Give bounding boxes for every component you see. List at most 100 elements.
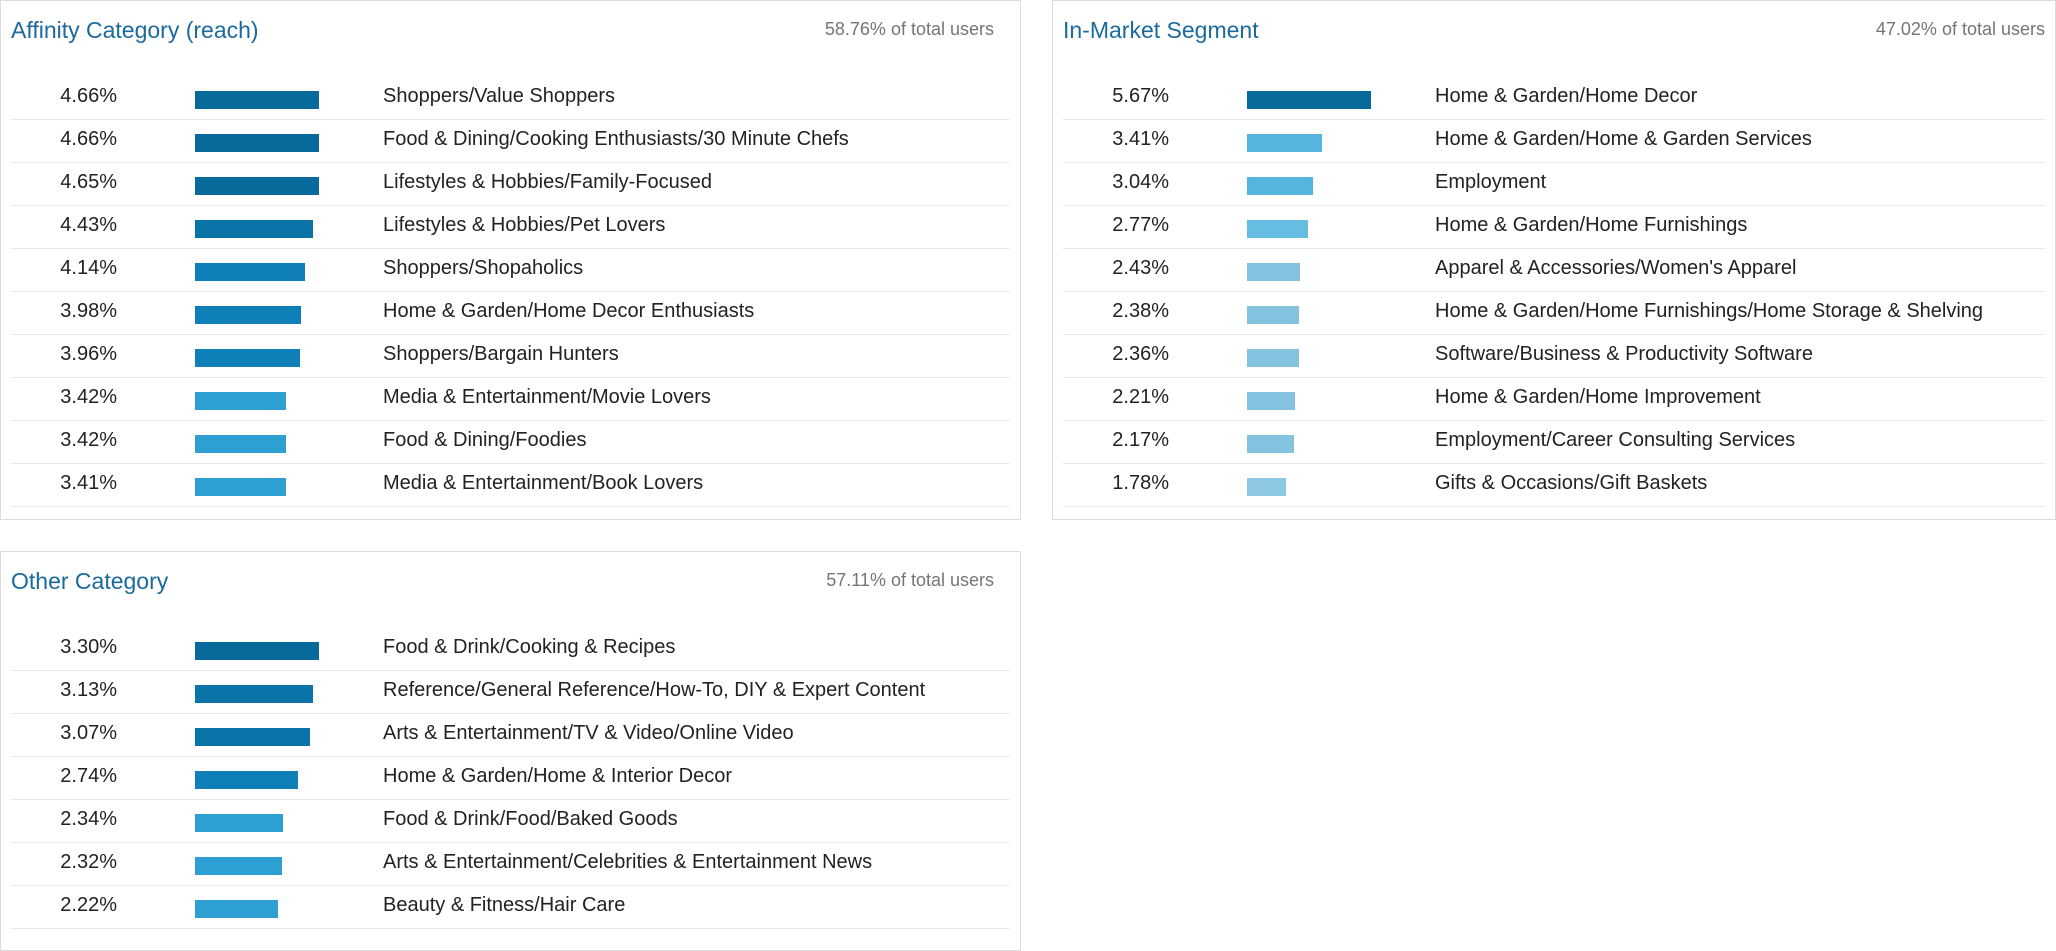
bar-track: [195, 91, 355, 109]
category-row[interactable]: 4.66% Food & Dining/Cooking Enthusiasts/3…: [11, 120, 1010, 163]
category-label[interactable]: Media & Entertainment/Movie Lovers: [383, 386, 711, 408]
percentage-value: 1.78%: [1112, 472, 1169, 494]
category-row[interactable]: 2.34% Food & Drink/Food/Baked Goods: [11, 800, 1010, 843]
category-row[interactable]: 4.66% Shoppers/Value Shoppers: [11, 77, 1010, 120]
percentage-value: 2.34%: [60, 808, 117, 830]
percentage-value: 4.66%: [60, 85, 117, 107]
category-row[interactable]: 2.17% Employment/Career Consulting Servic…: [1063, 421, 2045, 464]
category-label[interactable]: Shoppers/Shopaholics: [383, 257, 584, 279]
card-summary: 58.76% of total users: [824, 19, 994, 39]
category-label[interactable]: Home & Garden/Home Improvement: [1435, 386, 1761, 408]
percentage-bar: [195, 771, 298, 789]
category-row[interactable]: 3.41% Home & Garden/Home & Garden Service…: [1063, 120, 2045, 163]
category-row[interactable]: 4.65% Lifestyles & Hobbies/Family-Focused: [11, 163, 1010, 206]
category-row[interactable]: 2.32% Arts & Entertainment/Celebrities & …: [11, 843, 1010, 886]
bar-track: [1247, 306, 1407, 324]
category-label[interactable]: Apparel & Accessories/Women's Apparel: [1435, 257, 1797, 279]
category-label[interactable]: Food & Drink/Cooking & Recipes: [383, 636, 676, 658]
bar-track: [195, 857, 355, 875]
category-label[interactable]: Reference/General Reference/How-To, DIY …: [383, 679, 926, 701]
category-label[interactable]: Beauty & Fitness/Hair Care: [383, 894, 626, 916]
card-title[interactable]: Affinity Category (reach): [11, 17, 259, 43]
card-title[interactable]: Other Category: [11, 568, 169, 594]
bar-track: [195, 134, 355, 152]
category-row[interactable]: 5.67% Home & Garden/Home Decor: [1063, 77, 2045, 120]
category-row[interactable]: 2.43% Apparel & Accessories/Women's Appar…: [1063, 249, 2045, 292]
category-row[interactable]: 2.74% Home & Garden/Home & Interior Decor: [11, 757, 1010, 800]
percentage-bar: [1247, 435, 1294, 453]
category-row[interactable]: 2.21% Home & Garden/Home Improvement: [1063, 378, 2045, 421]
category-row[interactable]: 3.13% Reference/General Reference/How-To,…: [11, 671, 1010, 714]
category-row[interactable]: 3.41% Media & Entertainment/Book Lovers: [11, 464, 1010, 507]
category-label[interactable]: Gifts & Occasions/Gift Baskets: [1435, 472, 1708, 494]
category-label[interactable]: Shoppers/Value Shoppers: [383, 85, 616, 107]
in-market-segment-card: In-Market Segment 47.02% of total users …: [1052, 0, 2056, 520]
category-row[interactable]: 4.14% Shoppers/Shopaholics: [11, 249, 1010, 292]
percentage-value: 4.14%: [60, 257, 117, 279]
bar-track: [1247, 91, 1407, 109]
bar-track: [195, 435, 355, 453]
category-label[interactable]: Food & Dining/Cooking Enthusiasts/30 Min…: [383, 128, 849, 150]
percentage-value: 2.77%: [1112, 214, 1169, 236]
category-label[interactable]: Lifestyles & Hobbies/Family-Focused: [383, 171, 713, 193]
percentage-value: 4.43%: [60, 214, 117, 236]
percentage-value: 3.41%: [1112, 128, 1169, 150]
percentage-bar: [195, 392, 286, 410]
percentage-bar: [195, 306, 301, 324]
category-label[interactable]: Arts & Entertainment/TV & Video/Online V…: [383, 722, 794, 744]
card-title[interactable]: In-Market Segment: [1063, 17, 1259, 43]
percentage-bar: [195, 857, 282, 875]
percentage-bar: [1247, 134, 1322, 152]
percentage-value: 2.43%: [1112, 257, 1169, 279]
category-label[interactable]: Food & Dining/Foodies: [383, 429, 587, 451]
percentage-value: 2.38%: [1112, 300, 1169, 322]
category-row[interactable]: 2.22% Beauty & Fitness/Hair Care: [11, 886, 1010, 929]
category-row[interactable]: 4.43% Lifestyles & Hobbies/Pet Lovers: [11, 206, 1010, 249]
category-label[interactable]: Home & Garden/Home Furnishings: [1435, 214, 1748, 236]
percentage-bar: [195, 478, 286, 496]
category-label[interactable]: Employment: [1435, 171, 1547, 193]
percentage-bar: [195, 814, 283, 832]
category-label[interactable]: Media & Entertainment/Book Lovers: [383, 472, 704, 494]
category-row[interactable]: 2.36% Software/Business & Productivity So…: [1063, 335, 2045, 378]
category-label[interactable]: Home & Garden/Home Furnishings/Home Stor…: [1435, 300, 1984, 322]
category-row[interactable]: 2.77% Home & Garden/Home Furnishings: [1063, 206, 2045, 249]
category-label[interactable]: Home & Garden/Home & Garden Services: [1435, 128, 1812, 150]
category-row[interactable]: 1.78% Gifts & Occasions/Gift Baskets: [1063, 464, 2045, 507]
percentage-bar: [195, 685, 313, 703]
category-row[interactable]: 3.42% Food & Dining/Foodies: [11, 421, 1010, 464]
percentage-bar: [1247, 478, 1286, 496]
percentage-value: 3.07%: [60, 722, 117, 744]
category-row[interactable]: 3.30% Food & Drink/Cooking & Recipes: [11, 628, 1010, 671]
category-row[interactable]: 3.04% Employment: [1063, 163, 2045, 206]
category-label[interactable]: Software/Business & Productivity Softwar…: [1435, 343, 1813, 365]
percentage-bar: [1247, 91, 1371, 109]
card-header: Affinity Category (reach) 58.76% of tota…: [1, 1, 1020, 63]
percentage-bar: [195, 728, 310, 746]
percentage-bar: [195, 220, 313, 238]
card-summary: 57.11% of total users: [826, 570, 994, 590]
category-label[interactable]: Home & Garden/Home Decor: [1435, 85, 1698, 107]
category-list: 5.67% Home & Garden/Home Decor 3.41% Home &…: [1063, 77, 2045, 507]
category-label[interactable]: Home & Garden/Home Decor Enthusiasts: [383, 300, 755, 322]
bar-track: [1247, 435, 1407, 453]
category-row[interactable]: 3.42% Media & Entertainment/Movie Lovers: [11, 378, 1010, 421]
category-label[interactable]: Lifestyles & Hobbies/Pet Lovers: [383, 214, 666, 236]
percentage-bar: [195, 642, 319, 660]
category-label[interactable]: Arts & Entertainment/Celebrities & Enter…: [383, 851, 873, 873]
category-label[interactable]: Home & Garden/Home & Interior Decor: [383, 765, 733, 787]
percentage-value: 3.41%: [60, 472, 117, 494]
percentage-bar: [1247, 220, 1308, 238]
category-row[interactable]: 3.98% Home & Garden/Home Decor Enthusiast…: [11, 292, 1010, 335]
category-row[interactable]: 3.96% Shoppers/Bargain Hunters: [11, 335, 1010, 378]
bar-track: [195, 392, 355, 410]
category-label[interactable]: Employment/Career Consulting Services: [1435, 429, 1796, 451]
category-label[interactable]: Shoppers/Bargain Hunters: [383, 343, 619, 365]
category-row[interactable]: 3.07% Arts & Entertainment/TV & Video/Onl…: [11, 714, 1010, 757]
category-row[interactable]: 2.38% Home & Garden/Home Furnishings/Home…: [1063, 292, 2045, 335]
percentage-bar: [1247, 392, 1295, 410]
percentage-value: 2.21%: [1112, 386, 1169, 408]
bar-track: [195, 306, 355, 324]
percentage-value: 3.42%: [60, 429, 117, 451]
category-label[interactable]: Food & Drink/Food/Baked Goods: [383, 808, 678, 830]
